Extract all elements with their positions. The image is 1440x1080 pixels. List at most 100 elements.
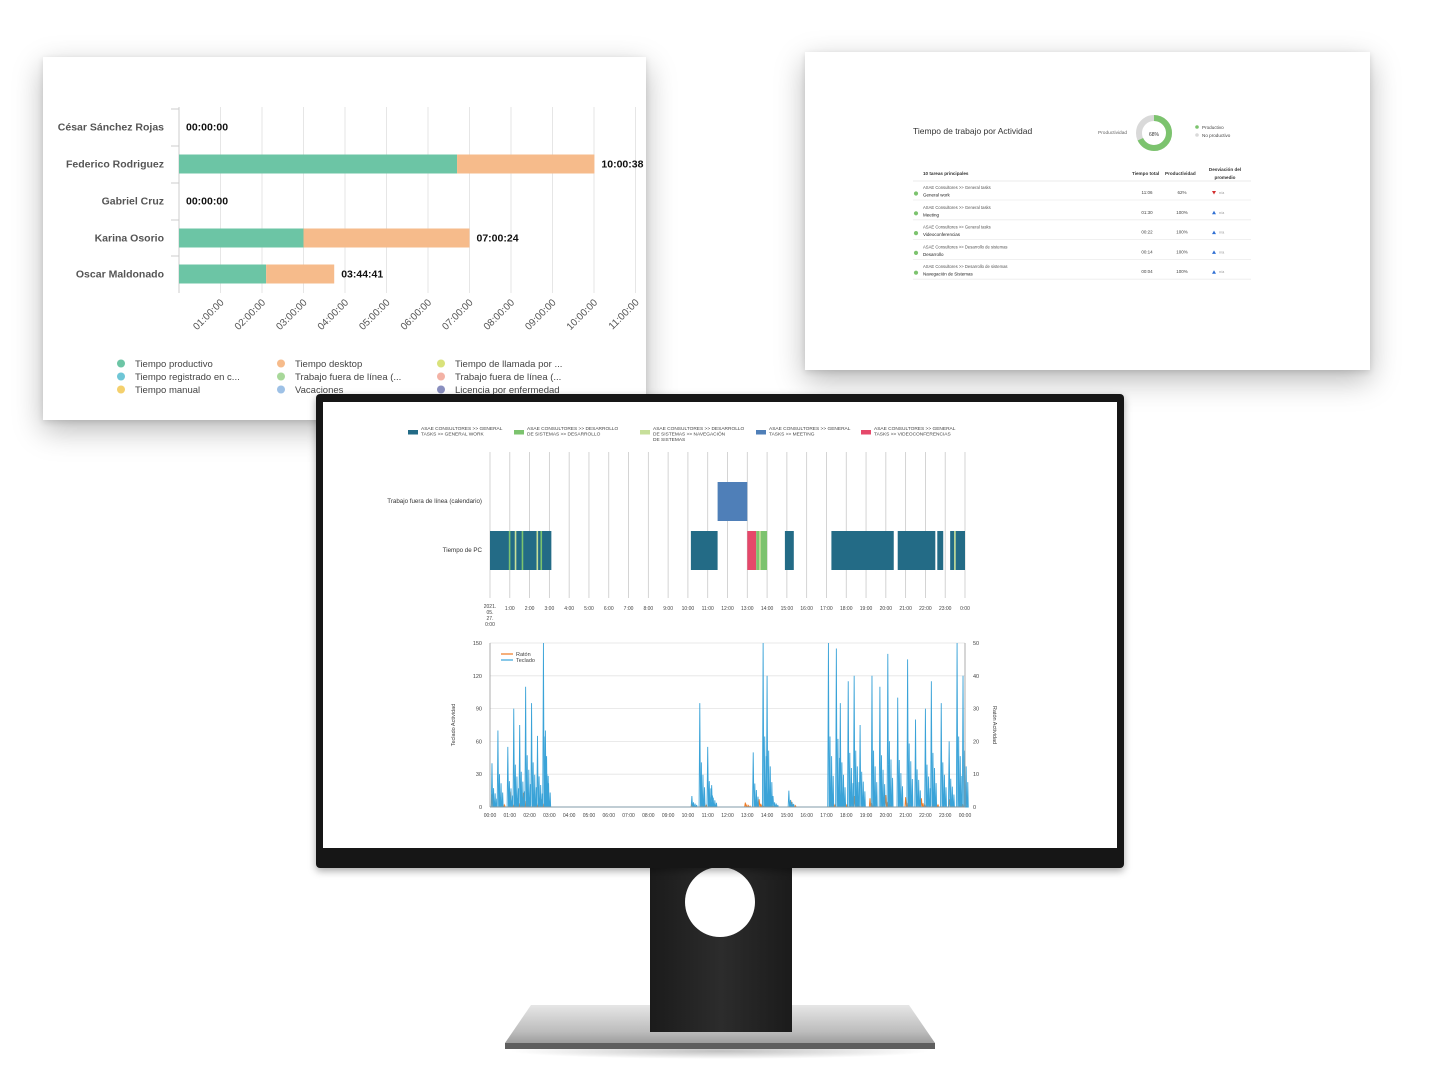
task-productivity: 100%	[1176, 230, 1188, 235]
x-tick-label: 14:00	[761, 813, 774, 819]
task-deviation: n/a	[1219, 270, 1225, 274]
timeline-segment-pc[interactable]	[759, 531, 761, 570]
row-label-pc-time: Tiempo de PC	[443, 547, 483, 554]
legend-swatch	[117, 359, 125, 368]
y-axis-label: Teclado Actividad	[451, 704, 457, 747]
timeline-segment-pc[interactable]	[508, 531, 511, 570]
donut-center-label: 68%	[1149, 132, 1160, 138]
timeline-segment-pc[interactable]	[950, 531, 965, 570]
timeline-tick-label: 2021.	[484, 604, 497, 610]
x-tick-label: 21:00	[899, 813, 912, 819]
employee-name: Karina Osorio	[95, 233, 164, 245]
legend-productive: Productivo	[1202, 125, 1224, 130]
legend-label: Tiempo manual	[135, 385, 200, 396]
timeline-tick-label: 5:00	[584, 606, 594, 612]
table-row[interactable]: ASAE Consultores >> General tasks Meeting…	[913, 205, 1251, 221]
y2-tick-label: 50	[973, 641, 979, 647]
task-deviation: n/a	[1219, 191, 1225, 195]
employee-name: César Sánchez Rojas	[58, 122, 164, 134]
y2-axis-label: Ratón Actividad	[991, 706, 997, 744]
legend-productive-dot	[1195, 125, 1199, 129]
timeline-tick-label: 14:00	[761, 606, 774, 612]
timeline-tick-label: 16:00	[800, 606, 813, 612]
x-tick-label: 13:00	[741, 813, 754, 819]
monitor-stand-base	[505, 1005, 935, 1059]
timeline-segment-pc[interactable]	[690, 531, 718, 570]
series-legend-label: DE SISTEMAS >> NAVEGACIÓN	[653, 431, 726, 438]
series-legend-label: ASAE CONSULTORES >> DESARROLLO	[653, 426, 745, 432]
table-row[interactable]: ASAE Consultores >> Desarrollo de sistem…	[913, 264, 1251, 280]
timeline-segment-pc[interactable]	[784, 531, 794, 570]
legend-swatch	[437, 372, 445, 381]
task-time: 00:22	[1141, 230, 1153, 235]
x-tick-label: 07:00	[622, 813, 635, 819]
x-tick-label: 12:00	[721, 813, 734, 819]
timeline-segment-pc[interactable]	[536, 531, 539, 570]
table-row[interactable]: ASAE Consultores >> General tasks Videoco…	[913, 225, 1251, 241]
donut-productive	[1136, 115, 1172, 151]
timeline-tick-label: 8:00	[643, 606, 653, 612]
task-name: Videoconferencias	[923, 232, 961, 237]
bar-total-label: 00:00:00	[186, 196, 228, 208]
timeline-segment-pc[interactable]	[490, 531, 552, 570]
x-tick-label: 11:00	[702, 813, 714, 819]
activity-time-panel: Tiempo de trabajo por Actividad Producti…	[913, 115, 1251, 280]
timeline-tick-label: 1:00	[505, 606, 515, 612]
timeline-segment-pc[interactable]	[756, 531, 768, 570]
timeline-segment-pc[interactable]	[540, 531, 543, 570]
series-legend-label: DE SISTEMAS >> DESARROLLO	[527, 432, 601, 438]
x-tick-label: 00:00	[484, 813, 497, 819]
productive-dot	[913, 270, 919, 275]
legend-swatch	[277, 385, 285, 394]
productivity-donut	[1136, 115, 1172, 151]
timeline-segment-pc[interactable]	[954, 531, 956, 570]
bar-desktop[interactable]	[457, 154, 595, 174]
bar-desktop[interactable]	[303, 228, 470, 248]
x-tick-label: 10:00:00	[565, 297, 601, 333]
timeline-tick-label: 22:00	[919, 606, 932, 612]
timeline-segment-offline[interactable]	[717, 482, 748, 521]
table-row[interactable]: ASAE Consultores >> General tasks General…	[913, 185, 1251, 201]
series-legend-swatch	[514, 430, 524, 435]
legend-non-productive: No productivo	[1202, 133, 1231, 138]
timeline-tick-label: 0:00	[960, 606, 970, 612]
bar-desktop[interactable]	[266, 264, 335, 284]
y-tick-label: 0	[479, 805, 482, 811]
timeline-segment-pc[interactable]	[937, 531, 944, 570]
bar-productive[interactable]	[179, 228, 304, 248]
task-path: ASAE Consultores >> General tasks	[923, 205, 991, 210]
task-time: 00:14	[1141, 249, 1153, 254]
timeline-segment-pc[interactable]	[747, 531, 757, 570]
bar-productive[interactable]	[179, 154, 458, 174]
x-tick-label: 05:00:00	[357, 297, 393, 333]
col-header-tasks: 10 tareas principales	[923, 171, 969, 176]
x-tick-label: 08:00	[642, 813, 655, 819]
arrow-up-icon	[1212, 210, 1216, 215]
productive-dot	[913, 191, 919, 196]
table-row[interactable]: ASAE Consultores >> Desarrollo de sistem…	[913, 244, 1251, 260]
y2-tick-label: 20	[973, 739, 979, 745]
task-productivity: 62%	[1177, 190, 1186, 195]
timeline-segment-pc[interactable]	[514, 531, 517, 570]
y2-tick-label: 10	[973, 772, 979, 778]
timeline-tick-label: 19:00	[860, 606, 873, 612]
keyboard-activity-line	[490, 642, 969, 808]
timeline-tick-label: 11:00	[702, 606, 714, 612]
timeline-segment-pc[interactable]	[764, 531, 766, 570]
employee-name: Gabriel Cruz	[102, 196, 164, 208]
timeline-tick-label: 05.	[487, 610, 494, 616]
arrow-up-icon	[1212, 250, 1216, 254]
bar-total-label: 00:00:00	[186, 122, 228, 134]
timeline-segment-pc[interactable]	[831, 531, 894, 570]
timeline-tick-label: 23:00	[939, 606, 952, 612]
legend-label: Trabajo fuera de línea (...	[295, 372, 401, 383]
series-legend-label: TASKS >> MEETING	[769, 432, 815, 438]
productivity-label: Productividad	[1098, 130, 1127, 136]
col-header-deviation-2: promedio	[1215, 175, 1236, 180]
series-legend-label: ASAE CONSULTORES >> DESARROLLO	[527, 426, 619, 432]
timeline-segment-pc[interactable]	[897, 531, 936, 570]
timeline-tick-label: 20:00	[880, 606, 893, 612]
bar-productive[interactable]	[179, 264, 267, 284]
timeline-segment-pc[interactable]	[521, 531, 524, 570]
x-tick-label: 09:00	[662, 813, 675, 819]
